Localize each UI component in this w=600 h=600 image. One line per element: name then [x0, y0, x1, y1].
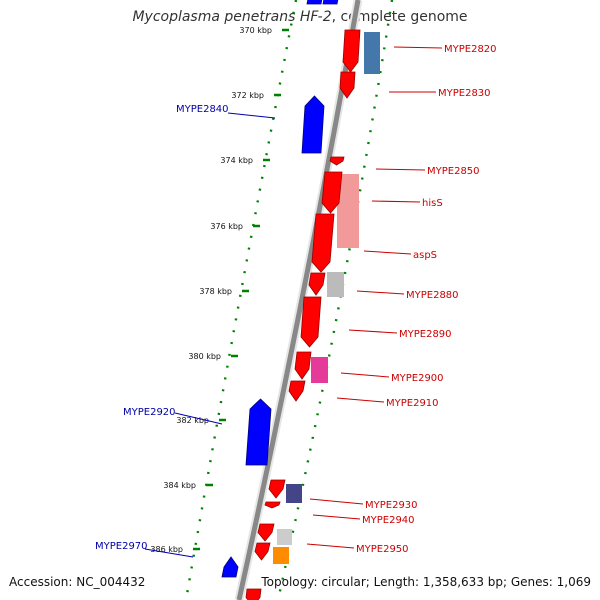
annotation-box	[273, 547, 289, 564]
label-leader	[144, 548, 194, 558]
reverse-gene-arrow[interactable]	[246, 399, 271, 465]
reverse-gene-arrow[interactable]	[323, 0, 338, 4]
scale-label: 376 kbp	[210, 222, 243, 231]
forward-gene-label[interactable]: MYPE2940	[362, 515, 415, 526]
forward-gene-arrow[interactable]	[343, 30, 360, 72]
forward-gene-arrow[interactable]	[295, 352, 311, 379]
topology-label: Topology: circular; Length: 1,358,633 bp…	[261, 575, 591, 589]
genome-title: Mycoplasma penetrans HF-2, complete geno…	[0, 9, 600, 25]
forward-gene-label[interactable]: MYPE2900	[391, 373, 444, 384]
scale-label: 374 kbp	[220, 156, 253, 165]
annotation-box	[277, 529, 292, 545]
label-leader	[336, 397, 385, 403]
forward-gene-label[interactable]: MYPE2820	[444, 44, 497, 55]
backbone	[234, 0, 363, 600]
forward-gene-arrow[interactable]	[322, 172, 342, 213]
accession-label: Accession: NC_004432	[9, 575, 146, 589]
reverse-gene-label[interactable]: MYPE2920	[123, 407, 176, 418]
label-leader	[371, 200, 421, 203]
label-leader	[309, 498, 364, 505]
scale-label: 378 kbp	[199, 287, 232, 296]
reverse-gene-arrow[interactable]	[222, 557, 238, 577]
scale-label: 370 kbp	[239, 26, 272, 35]
label-leader	[363, 250, 412, 255]
forward-gene-arrow[interactable]	[265, 502, 280, 508]
reverse-gene-label[interactable]: MYPE2970	[95, 541, 148, 552]
forward-gene-label[interactable]: MYPE2890	[399, 329, 452, 340]
label-leader	[227, 112, 276, 119]
label-leader	[174, 412, 223, 425]
tick-ring-left	[184, 0, 298, 600]
forward-gene-label[interactable]: hisS	[422, 198, 443, 209]
annotation-box	[327, 272, 344, 297]
forward-gene-label[interactable]: aspS	[413, 250, 437, 261]
label-leader	[340, 372, 390, 378]
annotation-box	[337, 174, 359, 248]
forward-gene-arrow[interactable]	[301, 297, 321, 347]
label-leader	[312, 514, 361, 520]
label-leader	[356, 290, 405, 295]
forward-gene-label[interactable]: MYPE2950	[356, 544, 409, 555]
annotation-box	[286, 484, 302, 503]
feature-track	[221, 0, 380, 600]
scale-label: 382 kbp	[176, 416, 209, 425]
label-leader	[306, 543, 355, 549]
forward-gene-arrow[interactable]	[289, 381, 305, 401]
annotation-box	[311, 357, 328, 383]
forward-gene-arrow[interactable]	[312, 214, 334, 272]
reverse-gene-arrow[interactable]	[307, 0, 322, 4]
forward-gene-label[interactable]: MYPE2830	[438, 88, 491, 99]
annotation-box	[364, 32, 380, 74]
reverse-gene-arrow[interactable]	[302, 96, 324, 153]
label-leader	[348, 329, 398, 334]
title-suffix: , complete genome	[331, 9, 468, 25]
scale-label: 380 kbp	[188, 352, 221, 361]
reverse-gene-label[interactable]: MYPE2840	[176, 104, 229, 115]
scale-label: 372 kbp	[231, 91, 264, 100]
forward-gene-label[interactable]: MYPE2930	[365, 500, 418, 511]
forward-gene-arrow[interactable]	[246, 589, 261, 600]
label-leader	[375, 168, 426, 171]
organism-name: Mycoplasma penetrans HF-2	[132, 9, 332, 25]
axis-ticks: 370 kbp 372 kbp 374 kbp 376 kbp 378 kbp 380 k…	[150, 0, 394, 600]
scale-label: 384 kbp	[163, 481, 196, 490]
gene-labels: MYPE2820 MYPE2830 MYPE2850 hisS aspS MYPE2880…	[95, 44, 497, 558]
tick-ring-right	[276, 0, 394, 600]
forward-gene-arrow[interactable]	[309, 273, 325, 295]
forward-gene-label[interactable]: MYPE2850	[427, 166, 480, 177]
forward-gene-label[interactable]: MYPE2880	[406, 290, 459, 301]
scale-label: 386 kbp	[150, 545, 183, 554]
forward-gene-label[interactable]: MYPE2910	[386, 398, 439, 409]
label-leader	[393, 46, 443, 49]
